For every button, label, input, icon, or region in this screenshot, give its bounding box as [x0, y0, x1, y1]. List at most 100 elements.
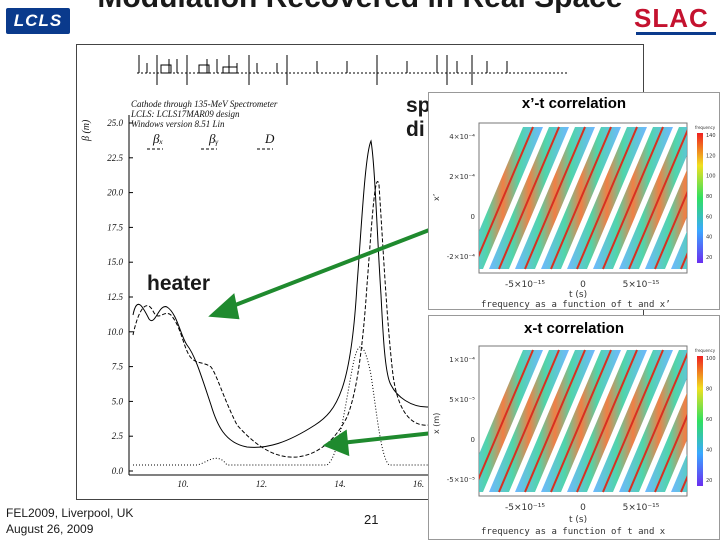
inset-top-colorbar-label: frequency [695, 125, 716, 130]
inset-bottom-stripe-core [628, 352, 687, 493]
xprime-t-correlation-inset: x’-t correlation 4×10⁻⁴ 2×10⁻⁴ 0 -2×10⁻⁴ [428, 92, 720, 310]
inset-bottom-y-tick: 0 [471, 436, 475, 444]
inset-top-x-axis-label: t (s) [569, 290, 587, 300]
plot-caption-line-3: Windows version 8.51 Lin [131, 119, 225, 129]
inset-top-x-tick: 0 [580, 280, 586, 290]
inset-top-stripe-core [524, 126, 586, 270]
y-tick-label: 0.0 [112, 466, 124, 476]
inset-bottom-colorbar-tick: 100 [706, 356, 716, 362]
inset-top-colorbar-tick: 140 [706, 133, 716, 139]
x-tick-label: 14. [334, 479, 345, 489]
inset-top-y-axis-label: x’ [432, 194, 441, 201]
y-tick-label: 20.0 [107, 188, 123, 198]
beta-x-curve [132, 139, 468, 448]
beta-plot-svg: Cathode through 135-MeV Spectrometer LCL… [81, 55, 567, 489]
plot-caption-line-2: LCLS: LCLS17MAR09 design [130, 109, 240, 119]
inset-top-caption: frequency as a function of t and x’ [481, 300, 671, 310]
inset-bottom-y-tick: 1×10⁻⁴ [449, 356, 475, 364]
inset-top-colorbar-tick: 20 [706, 255, 712, 261]
lattice-diagram [137, 55, 567, 85]
inset-bottom-colorbar-tick: 40 [706, 448, 712, 454]
x-tick-label: 10. [177, 479, 188, 489]
inset-bottom-stripe-core [654, 413, 687, 493]
inset-bottom-stripe [619, 350, 687, 492]
inset-top-y-tick: 4×10⁻⁴ [449, 133, 475, 141]
inset-top-stripe-core [602, 126, 664, 270]
slac-logo-text: SLAC [634, 3, 709, 33]
curve-label-beta-y: βᵧ [208, 131, 218, 146]
curve-label-dispersion: D [264, 131, 275, 146]
inset-bottom-x-tick: 0 [580, 503, 586, 513]
inset-top-stripe-core [479, 126, 534, 258]
inset-top-stripe-core [498, 126, 560, 270]
slac-logo: SLAC [634, 4, 716, 38]
y-tick-label: 17.5 [107, 222, 123, 232]
inset-top-stripe [619, 127, 687, 269]
y-tick-label: 15.0 [107, 257, 123, 267]
inset-bottom-colorbar [697, 356, 703, 486]
inset-top-colorbar-tick: 60 [706, 214, 712, 220]
xt-arrow [322, 429, 434, 457]
footer-conference-info: FEL2009, Liverpool, UK August 26, 2009 [6, 505, 133, 537]
inset-bottom-y-tick: 5×10⁻⁵ [449, 396, 475, 404]
y-tick-label: 12.5 [107, 292, 123, 302]
inset-bottom-stripe-core [479, 349, 534, 481]
inset-bottom-caption: frequency as a function of t and x [481, 527, 666, 537]
plot-caption-line-1: Cathode through 135-MeV Spectrometer [131, 99, 278, 109]
y-tick-label: 5.0 [112, 396, 124, 406]
inset-top-stripe [479, 127, 543, 269]
inset-top-stripe-core [680, 252, 687, 270]
inset-bottom-stripe-core [550, 349, 612, 493]
curve-label-beta-x: βₓ [152, 131, 163, 146]
y-tick-label: 25.0 [107, 118, 123, 128]
x-tick-label: 16. [413, 479, 424, 489]
y-tick-labels: 25.0 22.5 20.0 17.5 15.0 12.5 10.0 7.5 5.0 2.5 0.0 [107, 118, 133, 476]
inset-top-colorbar [697, 133, 703, 263]
x-tick-label: 12. [256, 479, 267, 489]
inset-bottom-x-tick: -5×10⁻¹⁵ [505, 503, 545, 513]
inset-top-x-tick: 5×10⁻¹⁵ [623, 280, 660, 290]
footer-date: August 26, 2009 [6, 522, 94, 536]
inset-bottom-title: x-t correlation [523, 320, 625, 337]
heater-label: heater [147, 272, 211, 295]
inset-top-colorbar-tick: 100 [706, 174, 716, 180]
inset-bottom-stripes [479, 349, 687, 493]
inset-top-stripes [479, 126, 687, 270]
y-tick-label: 22.5 [107, 153, 123, 163]
inset-top-stripe-core [654, 190, 687, 270]
inset-top-x-tick: -5×10⁻¹⁵ [505, 280, 545, 290]
partial-annotation-line-2: di [406, 118, 425, 141]
page-title: Modulation Recovered in Real Space [90, 0, 630, 14]
inset-top-stripe-core [576, 126, 638, 270]
partial-annotation-line-1: sp [406, 94, 431, 117]
inset-top-colorbar-tick: 80 [706, 194, 712, 200]
inset-bottom-stripe-core [524, 349, 586, 493]
slac-logo-underline [636, 32, 716, 35]
inset-top-colorbar-tick: 40 [706, 235, 712, 241]
inset-bottom-stripe-core [680, 475, 687, 493]
inset-top-colorbar-tick: 120 [706, 153, 716, 159]
inset-bottom-y-axis-label: x (m) [432, 413, 441, 434]
heater-arrow [208, 225, 438, 320]
inset-bottom-stripe-core [498, 349, 560, 493]
inset-bottom-colorbar-tick: 80 [706, 387, 712, 393]
left-axis-label: β (m) [81, 119, 92, 142]
inset-bottom-y-tick: -5×10⁻⁵ [447, 476, 475, 484]
inset-bottom-colorbar-tick: 20 [706, 478, 712, 484]
inset-top-stripe-core [628, 129, 687, 270]
inset-top-y-tick: 2×10⁻⁴ [449, 173, 475, 181]
y-tick-label: 2.5 [112, 431, 124, 441]
inset-bottom-heatmap: 1×10⁻⁴ 5×10⁻⁵ 0 -5×10⁻⁵ -5×10⁻¹⁵ 0 5×10⁻¹⁵ x … [432, 345, 716, 537]
x-t-correlation-inset: x-t correlation 1×10⁻⁴ 5×10⁻⁵ 0 -5×10⁻⁵ -5×… [428, 315, 720, 540]
inset-top-heatmap: 4×10⁻⁴ 2×10⁻⁴ 0 -2×10⁻⁴ -5×10⁻¹⁵ 0 5×10⁻¹⁵ x’… [432, 122, 716, 310]
inset-bottom-stripe [479, 350, 543, 492]
footer-conference: FEL2009, Liverpool, UK [6, 506, 134, 520]
inset-bottom-stripe-core [576, 349, 638, 493]
inset-bottom-x-tick: 5×10⁻¹⁵ [623, 503, 660, 513]
y-tick-label: 10.0 [107, 327, 123, 337]
inset-top-stripe-core [550, 126, 612, 270]
inset-top-y-tick: 0 [471, 213, 475, 221]
inset-bottom-stripe-core [602, 349, 664, 493]
page-number: 21 [364, 512, 379, 527]
inset-top-y-tick: -2×10⁻⁴ [447, 253, 475, 261]
